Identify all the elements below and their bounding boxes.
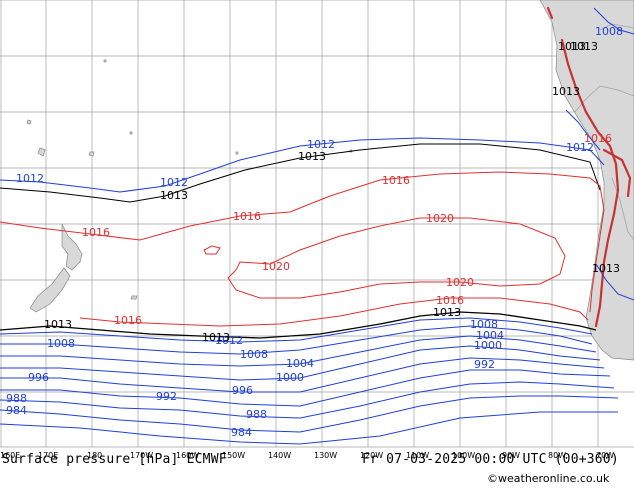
- isobar-labels: 1008 1013 1013 1012 1013 1013 1012 1012 …: [6, 25, 623, 439]
- isobar-label: 1000: [276, 371, 304, 384]
- isobar-1016-north: [0, 171, 605, 313]
- graticule: [0, 0, 634, 448]
- isobar-label: 1012: [16, 172, 44, 185]
- isobar-label: 1016: [382, 174, 410, 187]
- island-small-d: [235, 151, 239, 155]
- isobar-label: 1008: [240, 348, 268, 361]
- isobar-988: [0, 381, 615, 419]
- isobar-label: 1013: [592, 262, 620, 275]
- south-america-land: [539, 0, 634, 361]
- isobar-984: [0, 395, 619, 433]
- longitude-ticks: 160E 170E 180 170W 160W 150W 140W 130W 1…: [0, 451, 614, 460]
- lon-tick: 110W: [406, 451, 429, 460]
- isobar-996: [0, 357, 605, 393]
- site-credit[interactable]: ©weatheronline.co.uk: [487, 472, 610, 485]
- isobar-label: 988: [246, 408, 267, 421]
- isobar-1020: [227, 217, 566, 299]
- isobar-1012-north: [0, 137, 605, 193]
- isobar-1004: [0, 335, 597, 367]
- isobar-1000: [0, 345, 601, 381]
- isobar-label: 1012: [566, 141, 594, 154]
- lon-tick: 100W: [452, 451, 475, 460]
- lon-tick: 170E: [38, 451, 58, 460]
- chatham-island: [130, 295, 138, 300]
- isobar-label: 1016: [114, 314, 142, 327]
- isobar-label: 1016: [436, 294, 464, 307]
- isobar-label: 1016: [82, 226, 110, 239]
- isobar-label: 1004: [476, 329, 504, 342]
- lon-tick: 160W: [176, 451, 199, 460]
- isobar-label: 1013: [202, 331, 230, 344]
- isobar-label: 1020: [446, 276, 474, 289]
- isobar-label: 1013: [160, 189, 188, 202]
- isobars: [0, 7, 634, 445]
- isobar-1008: [0, 325, 593, 355]
- isobar-label: 984: [231, 426, 252, 439]
- isobar-label: 1008: [595, 25, 623, 38]
- island-small-a: [88, 151, 95, 157]
- isobar-label: 1013: [44, 318, 72, 331]
- isobar-label: 1013: [552, 85, 580, 98]
- isobar-1012-east: [595, 263, 634, 301]
- lon-tick: 70W: [596, 451, 614, 460]
- island-small-b: [103, 59, 107, 63]
- fiji-island: [37, 147, 46, 157]
- isobar-label: 996: [28, 371, 49, 384]
- isobar-label: 1008: [470, 318, 498, 331]
- new-zealand-north-island: [61, 223, 83, 271]
- isobar-992: [0, 369, 611, 407]
- new-zealand-south-island: [29, 267, 71, 313]
- isobar-label: 1013: [298, 150, 326, 163]
- isobar-label: 1013: [558, 40, 586, 53]
- isobar-1012-south: [0, 317, 593, 343]
- isobar-1012-coast: [565, 109, 601, 151]
- land: [26, 0, 634, 361]
- lon-tick: 120W: [360, 451, 383, 460]
- isobar-label: 988: [6, 392, 27, 405]
- map-title: Surface pressure [hPa] ECMWF: [2, 452, 227, 467]
- isobar-label: 1008: [47, 337, 75, 350]
- isobar-1013-north: [0, 143, 601, 203]
- isobar-1020-small: [203, 245, 221, 255]
- isobar-label: 1016: [233, 210, 261, 223]
- isobar-label: 1020: [262, 260, 290, 273]
- lon-tick: 140W: [268, 451, 291, 460]
- valid-time: Fr 07-03-2025 00:00 UTC (00+360): [362, 452, 619, 467]
- lon-tick: 80W: [548, 451, 566, 460]
- lon-tick: 170W: [130, 451, 153, 460]
- isobar-label: 1013: [433, 306, 461, 319]
- andes-relief: [546, 6, 632, 328]
- isobar-label: 1016: [584, 132, 612, 145]
- lon-tick: 180: [87, 451, 102, 460]
- lon-tick: 130W: [314, 451, 337, 460]
- isobar-980: [0, 411, 618, 445]
- isobar-label: 996: [232, 384, 253, 397]
- isobar-label: 1012: [160, 176, 188, 189]
- isobar-label: 1012: [215, 334, 243, 347]
- isobar-label: 984: [6, 404, 27, 417]
- isobar-label: 1000: [474, 339, 502, 352]
- isobar-label: 1004: [286, 357, 314, 370]
- isobar-1008-north: [593, 7, 634, 35]
- isobar-label: 1012: [307, 138, 335, 151]
- isobar-label: 992: [156, 390, 177, 403]
- lon-tick: 150W: [222, 451, 245, 460]
- isobar-label: 992: [474, 358, 495, 371]
- island-small-f: [26, 119, 32, 125]
- isobar-1013-south: [0, 311, 597, 339]
- island-small-c: [129, 131, 133, 135]
- isobar-label: 1013: [570, 40, 598, 53]
- isobar-label: 1020: [426, 212, 454, 225]
- lon-tick: 160E: [0, 451, 20, 460]
- lon-tick: 90W: [502, 451, 520, 460]
- isobar-1016-south: [79, 297, 589, 327]
